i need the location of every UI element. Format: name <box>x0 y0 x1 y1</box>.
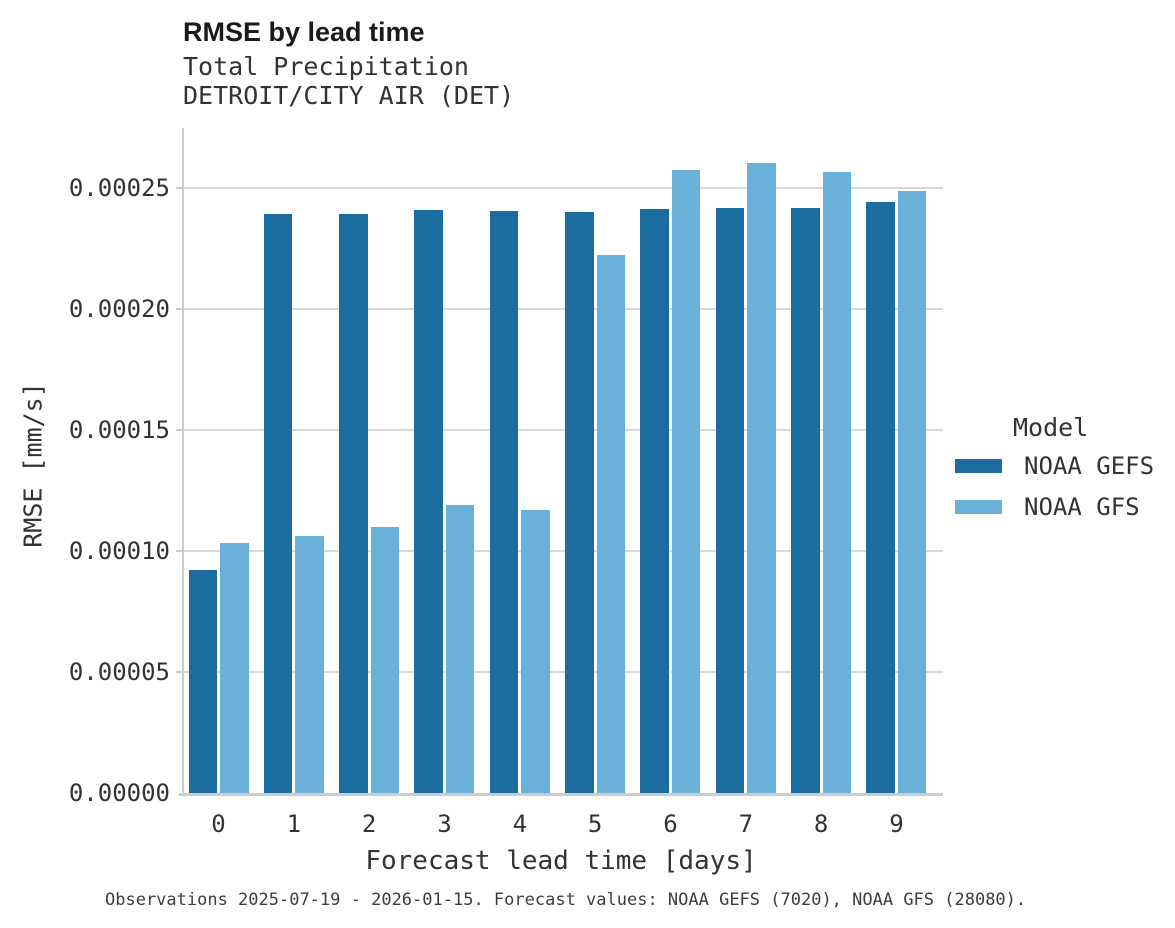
y-axis-line <box>182 128 184 796</box>
y-tick-mark-0.00010 <box>176 549 182 552</box>
y-tick-mark-0.00025 <box>176 186 182 189</box>
y-tick-label-0.00005: 0.00005 <box>68 657 170 686</box>
bar-noaa-gfs-day-1 <box>295 535 324 793</box>
bar-noaa-gefs-day-0 <box>188 569 217 793</box>
y-tick-mark-0.00005 <box>176 670 182 673</box>
bar-noaa-gefs-day-6 <box>640 208 669 793</box>
bar-noaa-gfs-day-0 <box>220 542 249 793</box>
gridline-0.00010 <box>182 549 943 552</box>
bar-noaa-gfs-day-3 <box>445 504 475 793</box>
bar-noaa-gfs-day-2 <box>370 526 400 793</box>
footer-caption: Observations 2025-07-19 - 2026-01-15. Fo… <box>105 890 1027 910</box>
legend: Model NOAA GEFS NOAA GFS <box>955 413 1154 534</box>
bar-noaa-gfs-day-4 <box>521 509 550 793</box>
x-tick-label-2: 2 <box>361 810 377 838</box>
bar-noaa-gefs-day-3 <box>414 209 443 793</box>
bar-noaa-gefs-day-5 <box>565 211 594 793</box>
gridline-0.00025 <box>182 186 943 189</box>
legend-title: Model <box>1013 413 1089 442</box>
x-tick-label-8: 8 <box>813 810 829 838</box>
bar-noaa-gfs-day-8 <box>822 171 852 793</box>
legend-label-noaa-gefs: NOAA GEFS <box>1024 452 1155 480</box>
legend-entry-noaa-gfs: NOAA GFS <box>955 493 1154 521</box>
bar-noaa-gfs-day-7 <box>747 163 776 793</box>
x-tick-label-4: 4 <box>512 810 528 838</box>
y-tick-mark-0.00020 <box>176 307 182 310</box>
legend-swatch-noaa-gefs-icon <box>955 459 1002 473</box>
y-axis-title: RMSE [mm/s] <box>18 382 48 548</box>
y-tick-mark-0.00015 <box>176 428 182 431</box>
x-axis-title: Forecast lead time [days] <box>365 846 757 876</box>
legend-label-noaa-gfs: NOAA GFS <box>1024 493 1140 521</box>
x-axis-line <box>179 793 943 796</box>
gridline-0.00020 <box>182 307 943 310</box>
chart-subtitle-line2: DETROIT/CITY AIR (DET) <box>183 81 515 110</box>
y-tick-label-0.00020: 0.00020 <box>68 294 170 323</box>
bar-noaa-gfs-day-9 <box>897 191 927 793</box>
gridline-0.00005 <box>182 670 943 673</box>
chart-subtitle-line1: Total Precipitation <box>183 52 469 81</box>
legend-entry-noaa-gefs: NOAA GEFS <box>955 452 1154 480</box>
x-tick-label-5: 5 <box>587 810 603 838</box>
x-tick-label-9: 9 <box>889 810 904 838</box>
x-tick-label-7: 7 <box>738 810 754 838</box>
gridline-0.00015 <box>182 428 943 431</box>
x-tick-label-6: 6 <box>663 810 678 838</box>
bar-noaa-gefs-day-8 <box>791 207 820 793</box>
bar-noaa-gefs-day-4 <box>489 211 519 793</box>
x-tick-label-1: 1 <box>286 810 302 838</box>
x-tick-label-0: 0 <box>211 810 226 838</box>
bar-noaa-gfs-day-6 <box>671 169 701 793</box>
bar-noaa-gefs-day-1 <box>263 213 293 793</box>
bar-noaa-gfs-day-5 <box>596 255 626 793</box>
chart-title: RMSE by lead time <box>183 17 425 47</box>
y-tick-label-0.00000: 0.00000 <box>68 779 170 807</box>
legend-swatch-noaa-gfs-icon <box>955 500 1002 514</box>
y-tick-label-0.00025: 0.00025 <box>68 173 170 202</box>
y-tick-label-0.00010: 0.00010 <box>68 536 170 565</box>
bar-noaa-gefs-day-2 <box>339 213 368 793</box>
x-tick-label-3: 3 <box>437 810 452 838</box>
y-tick-label-0.00015: 0.00015 <box>68 415 170 444</box>
bar-noaa-gefs-day-9 <box>866 202 895 793</box>
bar-noaa-gefs-day-7 <box>715 207 745 793</box>
